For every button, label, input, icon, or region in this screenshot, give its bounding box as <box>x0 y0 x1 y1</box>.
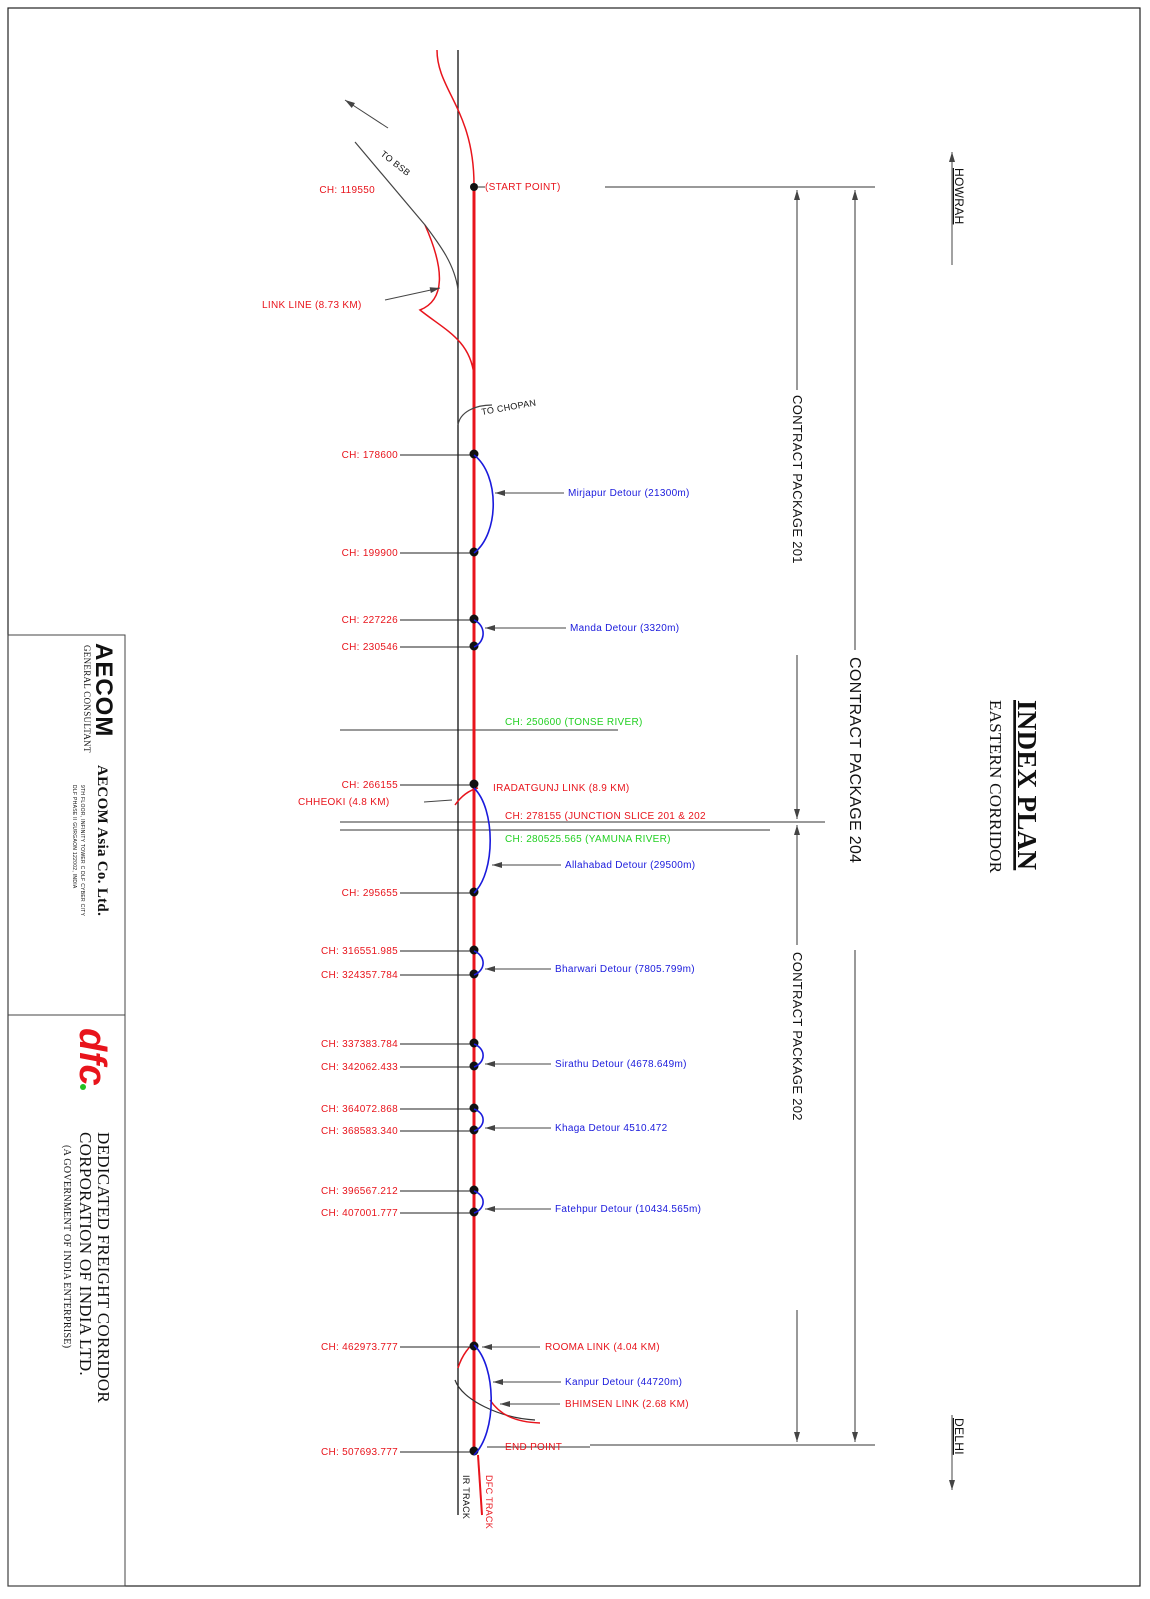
station-dot <box>469 969 479 979</box>
chainage-label: CH: 227226 <box>342 615 399 626</box>
direction-label: DELHI <box>952 1418 966 1455</box>
client-logo: dfc <box>71 1028 113 1086</box>
detour-curve <box>473 1190 484 1214</box>
river-label: CH: 250600 (TONSE RIVER) <box>505 717 643 728</box>
chainage-label: CH: 119550 <box>319 185 375 196</box>
detour-curve <box>473 787 491 894</box>
leader <box>423 799 453 803</box>
station-dot <box>469 1125 479 1135</box>
chainage-label: CH: 507693.777 <box>321 1447 398 1458</box>
chainage-layer: CH: 119550 CH: 178600 CH: 199900 CH: 227226… <box>319 183 701 1458</box>
client-name: DEDICATED FREIGHT CORRIDOR <box>94 1132 113 1403</box>
subtitle: EASTERN CORRIDOR <box>986 700 1005 874</box>
chainage-label: CH: 324357.784 <box>321 970 398 981</box>
link-label: BHIMSEN LINK (2.68 KM) <box>565 1399 689 1410</box>
detour-curve <box>473 1043 484 1068</box>
station-dot <box>470 183 478 191</box>
chainage-label: CH: 337383.784 <box>321 1039 398 1050</box>
chainage-label: CH: 364072.868 <box>321 1104 398 1115</box>
package-label: CONTRACT PACKAGE 202 <box>790 952 805 1121</box>
branch-line <box>354 141 459 291</box>
river-label: CH: 280525.565 (YAMUNA RIVER) <box>505 834 671 845</box>
consultant-logo: AECOM <box>90 643 117 737</box>
link-label: ROOMA LINK (4.04 KM) <box>545 1342 660 1353</box>
point-label: END POINT <box>505 1442 562 1453</box>
detour-label: Khaga Detour 4510.472 <box>555 1123 668 1134</box>
client-name: CORPORATION OF INDIA LTD. <box>76 1132 95 1376</box>
chainage-label: CH: 178600 <box>342 450 399 461</box>
chainage-label: CH: 407001.777 <box>321 1208 398 1219</box>
dfc-track <box>477 1454 483 1516</box>
consultant-name: AECOM Asia Co. Ltd. <box>94 765 110 916</box>
link-label: LINK LINE (8.73 KM) <box>262 300 362 311</box>
chainage-label: CH: 266155 <box>342 780 399 791</box>
link-line <box>454 787 479 806</box>
branch-line <box>457 404 493 426</box>
detour-label: Manda Detour (3320m) <box>570 623 679 634</box>
chainage-label: CH: 462973.777 <box>321 1342 398 1353</box>
chainage-label: CH: 342062.433 <box>321 1062 398 1073</box>
station-dot <box>469 1061 479 1071</box>
branch-arrow <box>344 99 389 129</box>
detour-label: Mirjapur Detour (21300m) <box>568 488 690 499</box>
chainage-label: CH: 396567.212 <box>321 1186 398 1197</box>
chainage-label: CH: 316551.985 <box>321 946 398 957</box>
package-label: CONTRACT PACKAGE 201 <box>790 395 805 564</box>
branch-label: TO BSB <box>379 149 412 178</box>
detour-label: Bharwari Detour (7805.799m) <box>555 964 695 975</box>
detour-curve <box>473 619 484 648</box>
logo-dot <box>80 1084 86 1090</box>
consultant-address: DLF PHASE II GURGAON 122002, INDIA <box>71 785 77 889</box>
consultant-address: 9TH FLOOR, INFINITY TOWER C DLF CYBER CI… <box>79 785 85 917</box>
consultant-role: GENERAL CONSULTANT <box>82 645 92 753</box>
link-line <box>418 224 475 376</box>
chainage-label: CH: 368583.340 <box>321 1126 398 1137</box>
leader <box>384 287 441 301</box>
track-label: IR TRACK <box>461 1475 471 1519</box>
client-note: (A GOVERNMENT OF INDIA ENTERPRISE) <box>61 1145 72 1348</box>
package-label: CONTRACT PACKAGE 204 <box>846 657 863 863</box>
title-block: GENERAL CONSULTANT AECOM AECOM Asia Co. … <box>7 634 126 1587</box>
station-dot <box>469 779 479 789</box>
detour-curve <box>473 950 484 976</box>
link-line <box>489 1399 541 1424</box>
point-label: (START POINT) <box>485 182 561 193</box>
title: INDEX PLAN <box>1012 700 1042 870</box>
ir-curve <box>454 1379 536 1421</box>
direction-label: HOWRAH <box>952 168 966 224</box>
chainage-label: CH: 199900 <box>342 548 399 559</box>
detour-label: Kanpur Detour (44720m) <box>565 1377 682 1388</box>
detour-curve <box>473 1108 484 1132</box>
track-label: DFC TRACK <box>484 1475 494 1529</box>
detour-curve <box>473 454 495 554</box>
link-label: IRADATGUNJ LINK (8.9 KM) <box>493 783 629 794</box>
detour-label: Sirathu Detour (4678.649m) <box>555 1059 687 1070</box>
station-dot <box>469 641 479 651</box>
branch-label: TO CHOPAN <box>481 398 537 417</box>
link-label: CHHEOKI (4.8 KM) <box>298 797 389 808</box>
junction-label: CH: 278155 (JUNCTION SLICE 201 & 202 <box>505 811 706 822</box>
chainage-label: CH: 295655 <box>342 888 399 899</box>
station-dot <box>469 1207 479 1217</box>
title-block-frame <box>7 634 126 1587</box>
dfc-track <box>436 49 475 186</box>
detour-label: Allahabad Detour (29500m) <box>565 860 695 871</box>
detour-curve <box>473 1344 493 1456</box>
detour-label: Fatehpur Detour (10434.565m) <box>555 1204 701 1215</box>
chainage-label: CH: 230546 <box>342 642 399 653</box>
